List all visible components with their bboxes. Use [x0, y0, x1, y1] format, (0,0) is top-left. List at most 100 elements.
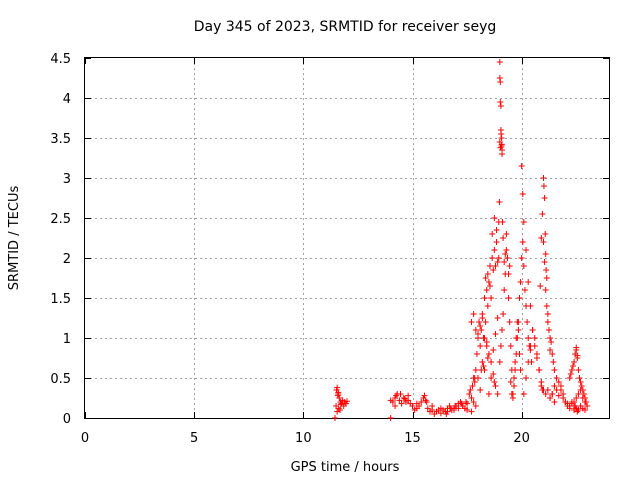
data-point	[566, 375, 573, 381]
data-point	[464, 407, 471, 413]
data-point	[494, 259, 501, 265]
data-point	[533, 351, 540, 357]
data-point	[392, 403, 399, 409]
y-tick-label: 2.5	[50, 212, 71, 227]
data-point	[560, 391, 567, 397]
data-point	[471, 375, 478, 381]
data-point	[489, 255, 496, 261]
data-point	[473, 351, 480, 357]
data-point	[470, 399, 477, 405]
data-point	[497, 99, 504, 105]
y-axis-title: SRMTID / TECUs	[7, 186, 22, 291]
data-point	[478, 367, 485, 373]
data-point	[437, 410, 444, 417]
data-point	[524, 319, 531, 325]
data-point	[573, 395, 580, 401]
data-point	[337, 401, 344, 408]
data-point	[405, 392, 412, 399]
data-point	[517, 279, 524, 285]
data-point	[481, 295, 488, 301]
data-point	[538, 235, 545, 241]
data-point	[512, 359, 519, 365]
data-point	[541, 195, 548, 201]
data-point	[567, 371, 574, 377]
data-point	[468, 319, 475, 325]
data-point	[513, 351, 520, 357]
data-point	[506, 263, 513, 269]
data-point	[502, 271, 509, 277]
data-point	[334, 408, 341, 415]
data-point	[516, 295, 523, 301]
y-tick-labels: 0 0.5 1 1.5 2 2.5 3 3.5 4 4.5	[50, 52, 71, 427]
data-point	[503, 231, 510, 237]
data-point	[575, 407, 582, 413]
data-point	[477, 323, 484, 329]
x-tick-label: 0	[81, 431, 89, 446]
data-point	[521, 287, 528, 293]
data-point	[549, 351, 556, 357]
data-point	[485, 351, 492, 357]
data-point	[547, 395, 554, 401]
data-point	[507, 379, 514, 385]
data-point	[579, 387, 586, 393]
data-point	[551, 399, 558, 405]
data-point	[493, 227, 500, 233]
data-point	[487, 283, 494, 289]
y-tick-label: 4.5	[50, 52, 71, 67]
data-point	[468, 395, 475, 401]
data-point	[544, 387, 551, 393]
data-point	[527, 343, 534, 349]
data-point	[523, 247, 530, 253]
data-point	[398, 400, 405, 407]
data-point	[543, 303, 550, 309]
data-point	[401, 395, 408, 402]
data-point	[490, 371, 497, 377]
data-point	[477, 343, 484, 349]
data-point	[538, 383, 545, 389]
data-point	[542, 391, 549, 397]
data-point	[518, 163, 525, 169]
data-point	[525, 359, 532, 365]
data-point	[491, 379, 498, 385]
y-tick-label: 3	[63, 172, 71, 187]
data-point	[575, 391, 582, 397]
data-point	[488, 375, 495, 381]
data-point	[548, 339, 555, 345]
data-point	[512, 367, 519, 373]
data-point	[387, 415, 394, 421]
data-point	[525, 279, 532, 285]
data-point	[468, 408, 475, 415]
data-point	[553, 387, 560, 393]
data-point	[497, 343, 504, 349]
data-point	[571, 399, 578, 405]
data-point	[482, 275, 489, 281]
data-point	[492, 331, 499, 337]
data-point	[387, 397, 394, 404]
data-point	[490, 347, 497, 353]
data-point	[409, 403, 416, 409]
data-point	[488, 295, 495, 301]
data-point	[494, 391, 501, 397]
data-point	[514, 335, 521, 341]
data-point	[491, 247, 498, 253]
data-point	[423, 399, 430, 405]
data-point	[498, 131, 505, 137]
data-point	[543, 275, 550, 281]
data-point	[539, 211, 546, 217]
data-point	[540, 239, 547, 245]
data-point	[542, 287, 549, 293]
data-point	[551, 367, 558, 373]
data-point	[485, 391, 492, 397]
data-point	[571, 359, 578, 365]
data-point	[495, 255, 502, 261]
data-point	[469, 383, 476, 389]
data-point	[503, 247, 510, 253]
data-point	[483, 287, 490, 293]
data-point	[574, 352, 581, 359]
data-point	[502, 251, 509, 257]
data-point	[497, 103, 504, 109]
data-point	[429, 403, 436, 409]
data-point	[484, 355, 491, 361]
data-point	[487, 263, 494, 269]
data-point	[519, 191, 526, 197]
